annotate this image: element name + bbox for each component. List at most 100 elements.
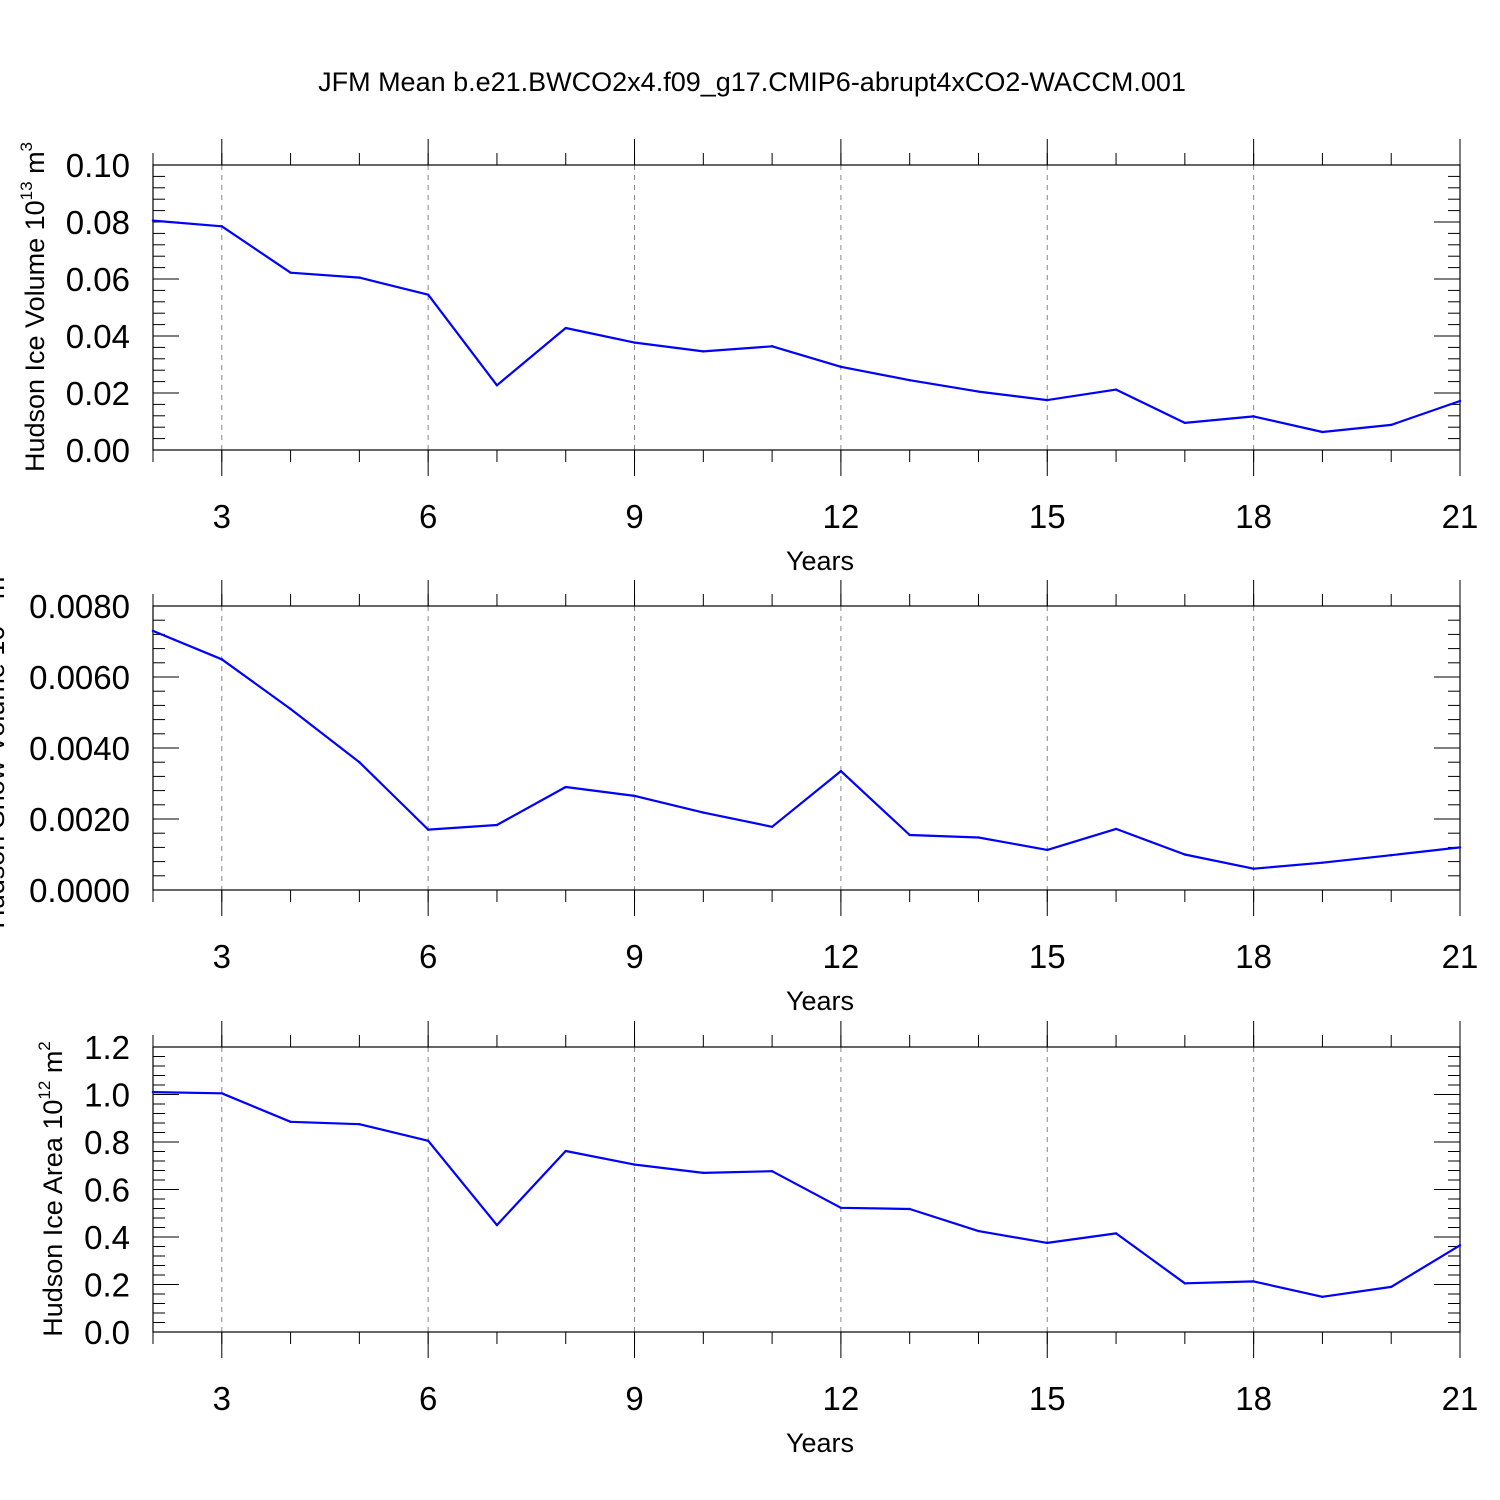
data-point <box>289 271 292 274</box>
x-tick-label: 3 <box>213 1380 231 1417</box>
y-tick-label: 0.10 <box>66 147 130 184</box>
x-tick-label: 6 <box>419 938 437 975</box>
data-point <box>220 1092 223 1095</box>
y-axis-label: Hudson Ice Area 1012 m2 <box>35 1041 68 1337</box>
data-point <box>426 828 430 831</box>
x-tick-label: 9 <box>625 1380 643 1417</box>
y-label-unit-exponent: 2 <box>35 1041 54 1050</box>
x-tick-label: 6 <box>419 1380 437 1417</box>
data-point <box>495 384 499 387</box>
x-tick-label: 21 <box>1442 1380 1479 1417</box>
y-label-unit: m <box>38 1051 68 1081</box>
chart-panel-3: 3 6 9 12 15 18 21 0.0 0.2 0.4 0.6 0.8 1.0 1.2 Years Hud… <box>35 1021 1478 1458</box>
data-point <box>358 1122 361 1126</box>
x-tick-label: 21 <box>1442 938 1479 975</box>
data-point <box>1183 853 1187 856</box>
data-point <box>1252 867 1255 870</box>
y-tick-label: 0.4 <box>84 1219 130 1256</box>
y-axis-label: Hudson Ice Volume 1013 m3 <box>17 142 50 472</box>
data-point <box>1321 1295 1324 1299</box>
data-point <box>633 1163 636 1166</box>
y-tick-label: 0.04 <box>66 318 130 355</box>
data-point <box>1321 430 1324 434</box>
y-tick-label: 0.02 <box>66 375 130 412</box>
data-point <box>151 219 155 222</box>
data-point <box>495 1223 499 1227</box>
data-point <box>358 761 361 764</box>
y-tick-label: 0.0060 <box>29 659 130 696</box>
x-tick-label: 3 <box>213 498 231 535</box>
data-point <box>1046 398 1049 402</box>
y-label-exponent: 13 <box>17 181 36 200</box>
data-point <box>1183 421 1187 425</box>
data-point <box>1390 854 1393 857</box>
data-point <box>1252 1280 1255 1283</box>
data-point <box>770 825 774 829</box>
data-point <box>1114 1232 1118 1235</box>
data-point <box>220 225 223 228</box>
y-tick-label: 0.00 <box>66 432 130 469</box>
y-label-exponent: 12 <box>35 1081 54 1100</box>
chart-panel-2: 3 6 9 12 15 18 21 0.0000 0.0020 0.0040 0.0060 0.008… <box>0 577 1479 1016</box>
y-tick-label: 0.0 <box>84 1314 130 1351</box>
y-label-text: Hudson Snow Volume 10 <box>0 626 10 929</box>
data-point <box>839 365 843 368</box>
data-point <box>358 276 361 279</box>
y-tick-label: 1.2 <box>84 1029 130 1066</box>
x-axis-label: Years <box>786 546 854 576</box>
x-tick-label: 18 <box>1235 498 1272 535</box>
panels: 3 6 9 12 15 18 210.000.020.040.060.080.10Years… <box>0 139 1478 1458</box>
y-label-unit: m <box>20 151 50 181</box>
plot-frame <box>152 164 1461 451</box>
data-point <box>564 1149 567 1153</box>
y-label-text: Hudson Ice Area 10 <box>38 1100 68 1337</box>
x-tick-label: 12 <box>823 938 860 975</box>
data-point <box>977 390 980 393</box>
x-tick-label: 9 <box>625 938 643 975</box>
data-point <box>839 769 843 773</box>
x-tick-label: 12 <box>823 1380 860 1417</box>
data-point <box>426 293 430 296</box>
x-tick-label: 3 <box>213 938 231 975</box>
data-point <box>1252 415 1255 418</box>
x-axis-label: Years <box>786 986 854 1016</box>
data-point <box>839 1206 843 1209</box>
data-point <box>977 1229 980 1233</box>
data-point <box>220 658 223 661</box>
y-tick-label: 0.2 <box>84 1267 130 1304</box>
data-point <box>1458 846 1462 849</box>
data-point <box>1321 861 1324 864</box>
data-point <box>151 629 155 633</box>
series-line <box>152 219 1461 434</box>
y-tick-label: 0.0080 <box>29 588 130 625</box>
chart-panel-1: 3 6 9 12 15 18 21 0.00 0.02 0.04 0.06 0.08 0.10 Years… <box>17 139 1478 576</box>
y-tick-label: 0.0040 <box>29 730 130 767</box>
y-tick-label: 0.06 <box>66 261 130 298</box>
y-tick-label: 0.0000 <box>29 872 130 909</box>
y-label-text: Hudson Ice Volume 10 <box>20 200 50 472</box>
data-point <box>564 785 567 789</box>
data-point <box>633 794 636 798</box>
data-point <box>1458 1244 1462 1247</box>
chart-title: JFM Mean b.e21.BWCO2x4.f09_g17.CMIP6-abr… <box>318 67 1186 97</box>
data-point <box>908 833 911 837</box>
y-tick-label: 0.6 <box>84 1172 130 1209</box>
data-point <box>1046 848 1049 852</box>
data-point <box>1046 1241 1049 1245</box>
data-point <box>289 1120 292 1124</box>
data-point <box>426 1139 430 1143</box>
data-point <box>289 707 292 711</box>
x-tick-label: 15 <box>1029 938 1066 975</box>
y-label-unit-exponent: 3 <box>17 142 36 151</box>
x-tick-label: 18 <box>1235 938 1272 975</box>
y-label-unit: m <box>0 577 10 607</box>
series-line <box>152 1091 1461 1298</box>
plot-frame <box>152 605 1461 891</box>
y-tick-label: 0.8 <box>84 1124 130 1161</box>
data-point <box>1114 827 1118 831</box>
data-point <box>1114 388 1118 391</box>
x-tick-label: 9 <box>625 498 643 535</box>
y-tick-label: 0.08 <box>66 204 130 241</box>
data-point <box>702 811 705 814</box>
